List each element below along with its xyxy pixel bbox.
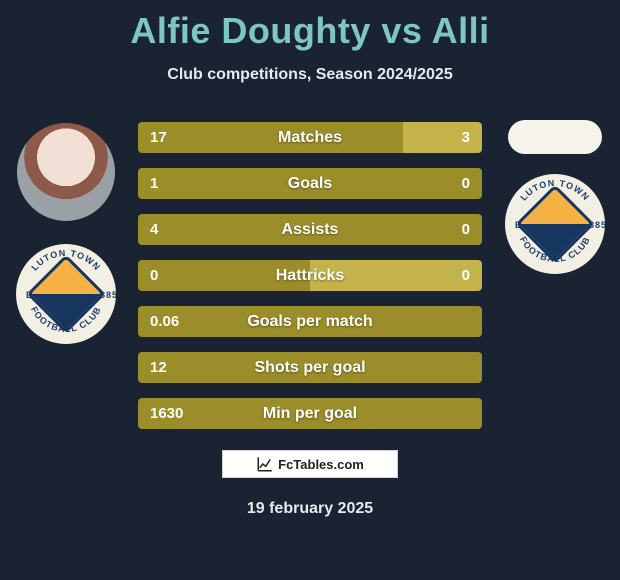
fctables-logo: FcTables.com bbox=[222, 450, 398, 478]
stat-label: Assists bbox=[138, 221, 482, 239]
player2-name: Alli bbox=[432, 10, 490, 51]
subtitle: Club competitions, Season 2024/2025 bbox=[0, 66, 620, 84]
stat-value-right: 3 bbox=[462, 129, 470, 146]
stat-value-right: 0 bbox=[462, 175, 470, 192]
stat-bar: Goals per match0.06 bbox=[138, 306, 482, 337]
stat-label: Min per goal bbox=[138, 405, 482, 423]
stat-bar: Matches17 3 bbox=[138, 122, 482, 153]
stat-bar: Goals1 0 bbox=[138, 168, 482, 199]
player1-club-badge: LUTON TOWN FOOTBALL CLUB EST 1885 bbox=[16, 244, 116, 344]
player2-avatar bbox=[508, 120, 602, 154]
chart-icon bbox=[256, 455, 274, 473]
player1-name: Alfie Doughty bbox=[130, 10, 370, 51]
page-title: Alfie Doughty vs Alli bbox=[0, 0, 620, 52]
stat-value-left: 0 bbox=[150, 267, 158, 284]
stat-value-left: 0.06 bbox=[150, 313, 179, 330]
stat-value-left: 4 bbox=[150, 221, 158, 238]
stat-label: Hattricks bbox=[138, 267, 482, 285]
player1-avatar bbox=[14, 120, 118, 224]
stat-bar: Hattricks0 0 bbox=[138, 260, 482, 291]
stat-value-left: 17 bbox=[150, 129, 167, 146]
stat-value-left: 1630 bbox=[150, 405, 183, 422]
left-column: LUTON TOWN FOOTBALL CLUB EST 1885 bbox=[8, 120, 123, 344]
stat-bar: Min per goal1630 bbox=[138, 398, 482, 429]
stat-bar: Shots per goal12 bbox=[138, 352, 482, 383]
stat-value-left: 12 bbox=[150, 359, 167, 376]
right-column: LUTON TOWN FOOTBALL CLUB EST 1885 bbox=[497, 120, 612, 274]
player2-club-badge: LUTON TOWN FOOTBALL CLUB EST 1885 bbox=[505, 174, 605, 274]
date-text: 19 february 2025 bbox=[0, 500, 620, 518]
vs-text: vs bbox=[381, 10, 422, 51]
stat-label: Matches bbox=[138, 129, 482, 147]
stat-value-right: 0 bbox=[462, 267, 470, 284]
stat-label: Goals bbox=[138, 175, 482, 193]
stat-label: Goals per match bbox=[138, 313, 482, 331]
stat-label: Shots per goal bbox=[138, 359, 482, 377]
stats-bars: Matches173Goals10Assists40Hattricks00Goa… bbox=[138, 122, 482, 429]
stat-value-left: 1 bbox=[150, 175, 158, 192]
logo-text: FcTables.com bbox=[278, 457, 364, 472]
stat-value-right: 0 bbox=[462, 221, 470, 238]
stat-bar: Assists4 0 bbox=[138, 214, 482, 245]
